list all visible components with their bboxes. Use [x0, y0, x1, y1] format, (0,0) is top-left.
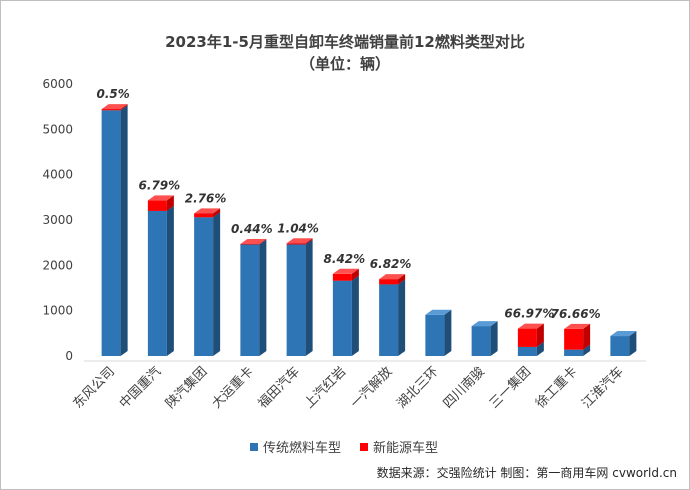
bar-segment-new-energy	[194, 208, 221, 218]
category-label: 东风公司	[71, 364, 118, 411]
bar-segment-new-energy	[332, 268, 359, 281]
y-tick-label: 0	[65, 349, 73, 363]
category-label: 上汽红岩	[301, 364, 349, 412]
bar-segment-new-energy	[564, 323, 591, 350]
category-label: 湖北三环	[394, 364, 441, 411]
share-annotation: 6.82%	[370, 257, 412, 271]
chart-subtitle: （单位：辆）	[300, 55, 390, 73]
y-tick-label: 5000	[42, 122, 73, 136]
share-annotation: 1.04%	[277, 221, 319, 235]
legend-label: 新能源车型	[373, 440, 438, 456]
y-tick-label: 4000	[42, 168, 73, 182]
category-label: 四川南骏	[440, 364, 488, 412]
share-annotation: 0.44%	[231, 222, 273, 236]
bar-segment-traditional	[286, 239, 313, 356]
bar-segment-traditional	[101, 105, 128, 356]
category-label: 福田汽车	[255, 364, 303, 412]
legend-label: 传统燃料车型	[263, 440, 341, 456]
bar-segment-new-energy	[240, 238, 267, 245]
share-annotation: 66.97%	[504, 307, 554, 321]
y-tick-label: 3000	[42, 213, 73, 227]
legend-item-traditional: 传统燃料车型	[250, 440, 341, 456]
y-tick-label: 1000	[42, 304, 73, 318]
category-label: 徐工重卡	[532, 364, 580, 412]
category-label: 中国重汽	[116, 364, 164, 412]
legend-swatch	[250, 443, 258, 451]
category-label: 大运重卡	[209, 364, 257, 412]
y-tick-label: 6000	[42, 77, 73, 91]
category-label: 一汽解放	[348, 364, 395, 411]
share-annotation: 8.42%	[324, 252, 366, 266]
bar-segment-traditional	[147, 205, 174, 356]
bar-segment-traditional	[379, 279, 406, 356]
bar-segment-new-energy	[517, 323, 544, 347]
bar-segment-traditional	[332, 275, 359, 356]
bar-segment-new-energy	[147, 195, 174, 211]
category-label: 三一集团	[486, 364, 534, 412]
bar-segment-traditional	[425, 309, 452, 356]
bar-segment-new-energy	[101, 104, 128, 111]
legend-swatch	[360, 443, 368, 451]
legend-item-new-energy: 新能源车型	[360, 440, 438, 456]
bar-segment-new-energy	[286, 238, 313, 245]
bar-segment-traditional	[610, 331, 637, 356]
bar-segment-new-energy	[379, 274, 406, 285]
share-annotation: 76.66%	[551, 307, 601, 321]
chart-title: 2023年1-5月重型自卸车终端销量前12燃料类型对比	[165, 33, 525, 51]
source-note: 数据来源：交强险统计 制图：第一商用车网 cvworld.cn	[377, 465, 677, 480]
bar-segment-traditional	[471, 321, 498, 356]
bar-segment-traditional	[240, 239, 267, 356]
y-tick-label: 2000	[42, 258, 73, 272]
share-annotation: 2.76%	[185, 191, 227, 205]
category-label: 江淮汽车	[579, 364, 627, 412]
bar-segment-traditional	[194, 212, 221, 356]
category-label: 陕汽集团	[162, 364, 210, 412]
share-annotation: 0.5%	[96, 87, 129, 101]
share-annotation: 6.79%	[139, 178, 181, 192]
